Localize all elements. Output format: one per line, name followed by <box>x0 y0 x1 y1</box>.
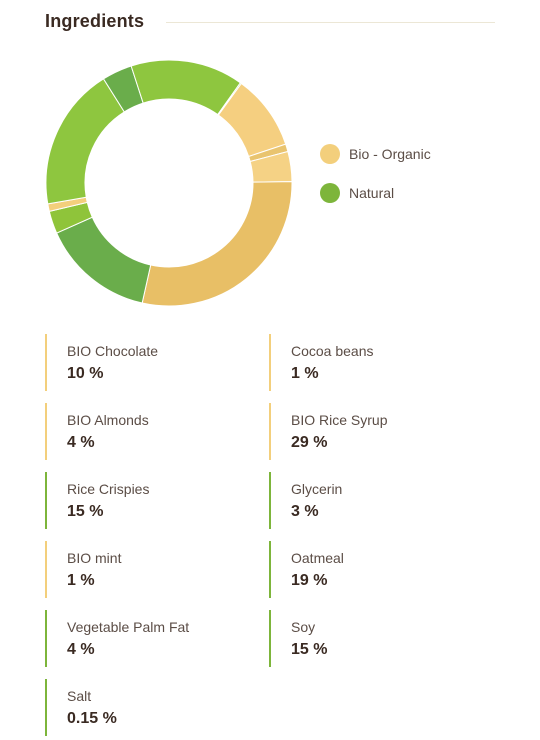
ingredient-percentage: 1 % <box>291 365 319 382</box>
ingredient-name: Glycerin <box>291 481 343 497</box>
donut-slice-rice-crispies[interactable] <box>55 216 152 304</box>
ingredient-soy: Soy 15 % <box>269 610 493 667</box>
legend-item-natural[interactable]: Natural <box>320 180 431 206</box>
ingredient-name: Rice Crispies <box>67 481 150 497</box>
ingredient-name: Vegetable Palm Fat <box>67 619 190 635</box>
legend-label: Bio - Organic <box>349 146 431 162</box>
ingredient-rice-crispies: Rice Crispies 15 % <box>45 472 269 529</box>
bio-organic-dot-icon <box>320 144 340 164</box>
ingredient-bio-rice-syrup: BIO Rice Syrup 29 % <box>269 403 493 460</box>
ingredient-name: Salt <box>67 688 92 704</box>
title-divider <box>166 21 495 23</box>
ingredient-percentage: 15 % <box>291 641 328 658</box>
ingredient-name: BIO Almonds <box>67 412 149 428</box>
ingredient-percentage: 4 % <box>67 434 95 451</box>
donut-chart-svg <box>45 59 293 307</box>
chart-legend: Bio - Organic Natural <box>320 141 431 219</box>
ingredients-donut-chart <box>44 58 294 308</box>
ingredient-oatmeal: Oatmeal 19 % <box>269 541 493 598</box>
ingredient-percentage: 3 % <box>291 503 319 520</box>
ingredients-grid: BIO Chocolate 10 % Cocoa beans 1 % BIO A… <box>45 334 495 736</box>
ingredient-percentage: 15 % <box>67 503 104 520</box>
ingredient-percentage: 29 % <box>291 434 328 451</box>
ingredient-vegetable-palm-fat: Vegetable Palm Fat 4 % <box>45 610 269 667</box>
ingredient-name: BIO Chocolate <box>67 343 159 359</box>
ingredient-name: Oatmeal <box>291 550 344 566</box>
ingredient-bio-mint: BIO mint 1 % <box>45 541 269 598</box>
section-title: Ingredients <box>45 10 145 31</box>
ingredient-cocoa-beans: Cocoa beans 1 % <box>269 334 493 391</box>
ingredient-salt: Salt 0.15 % <box>45 679 269 736</box>
donut-slice-oatmeal[interactable] <box>45 78 125 205</box>
ingredient-glycerin: Glycerin 3 % <box>269 472 493 529</box>
legend-item-bio-organic[interactable]: Bio - Organic <box>320 141 431 167</box>
ingredient-bio-almonds: BIO Almonds 4 % <box>45 403 269 460</box>
ingredient-bio-chocolate: BIO Chocolate 10 % <box>45 334 269 391</box>
ingredient-percentage: 1 % <box>67 572 95 589</box>
ingredients-header: Ingredients <box>45 8 495 34</box>
ingredient-percentage: 0.15 % <box>67 710 117 727</box>
ingredient-name: BIO Rice Syrup <box>291 412 388 428</box>
ingredient-name: Cocoa beans <box>291 343 374 359</box>
ingredient-name: BIO mint <box>67 550 122 566</box>
donut-slice-salt[interactable] <box>217 82 242 116</box>
legend-label: Natural <box>349 185 395 201</box>
donut-slice-bio-rice-syrup[interactable] <box>141 181 293 307</box>
natural-dot-icon <box>320 183 340 203</box>
ingredient-percentage: 10 % <box>67 365 104 382</box>
ingredient-percentage: 4 % <box>67 641 95 658</box>
ingredient-name: Soy <box>291 619 316 635</box>
ingredient-percentage: 19 % <box>291 572 328 589</box>
